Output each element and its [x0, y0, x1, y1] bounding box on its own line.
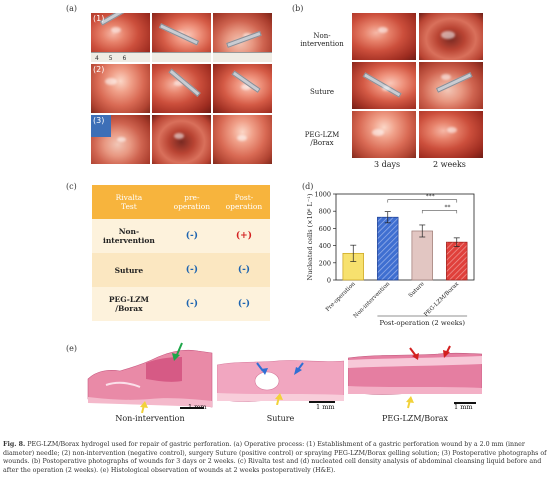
photo-b-3-1	[352, 111, 416, 158]
row-label-suture: Suture	[309, 88, 335, 96]
histology-peg-lzm-borax	[348, 345, 482, 409]
row-label-peg-lzm-borax: PEG-LZM/Borax	[304, 131, 340, 147]
panel-label-c: (c)	[66, 182, 77, 191]
col-label-2-weeks: 2 weeks	[433, 160, 466, 169]
col-label-3-days: 3 days	[374, 160, 401, 169]
panel-label-e: (e)	[66, 344, 77, 353]
header-pre-operation: pre-operation	[165, 185, 218, 219]
bar-3	[446, 241, 468, 281]
yellow-arrow-icon	[140, 401, 148, 408]
y-tick-label: 400	[319, 242, 331, 250]
bar-1	[377, 216, 399, 281]
header-post-operation: Post-operation	[217, 185, 270, 219]
significance-label: **	[445, 204, 451, 211]
row-tag-2: (2)	[93, 65, 105, 74]
blue-arrow-icon	[294, 367, 302, 375]
panel-label-b: (b)	[292, 4, 304, 13]
y-tick-label: 600	[319, 225, 331, 233]
photo-a-2-1: (2)	[91, 64, 150, 113]
yellow-arrow-icon	[406, 396, 414, 403]
histology-label-non-intervention: Non-intervention	[115, 414, 185, 423]
photo-a-1-3	[213, 13, 272, 62]
result-post: (+)	[235, 231, 252, 241]
x-category-label: PEG-LZM/Borax	[423, 281, 460, 318]
panel-label-a: (a)	[66, 4, 78, 13]
caption-lead: Fig. 8.	[3, 441, 26, 448]
caption-text: PEG-LZM/Borax hydrogel used for repair o…	[3, 441, 547, 474]
panel-b-photo-grid	[352, 13, 483, 158]
figure-caption: Fig. 8. PEG-LZM/Borax hydrogel used for …	[3, 441, 551, 475]
row-name-suture: Suture	[92, 253, 166, 287]
table-row: Non-intervention (-) (+)	[92, 219, 270, 253]
photo-a-3-3	[213, 115, 272, 164]
row-tag-1: (1)	[93, 14, 105, 23]
row-name-peg-lzm-borax: PEG-LZM/Borax	[92, 287, 166, 321]
rivalta-table: Rivalta Test pre-operation Post-operation…	[92, 185, 270, 321]
red-arrow-icon	[443, 350, 450, 358]
x-category-label: Non-intervention	[353, 281, 392, 320]
table-row: PEG-LZM/Borax (-) (-)	[92, 287, 270, 321]
bar-2	[411, 230, 433, 281]
histology-non-intervention	[87, 342, 213, 413]
row-label-non-intervention: Non-intervention	[300, 32, 344, 48]
photo-a-3-2	[152, 115, 211, 164]
green-arrow-icon	[172, 353, 180, 361]
photo-b-1-1	[352, 13, 416, 60]
scale-bar-label-1: 1 mm	[188, 403, 207, 411]
scale-bar-label-3: 1 mm	[454, 403, 473, 411]
significance-label: ***	[426, 193, 435, 200]
y-tick-label: 0	[327, 277, 331, 285]
table-row: Suture (-) (-)	[92, 253, 270, 287]
histology-label-peg-lzm-borax: PEG-LZM/Borax	[381, 414, 449, 423]
photo-a-2-3	[213, 64, 272, 113]
result-post: (-)	[237, 299, 251, 309]
panel-label-d: (d)	[302, 182, 314, 191]
row-name-non-intervention: Non-intervention	[92, 219, 166, 253]
x-category-label: Pre-operation	[325, 281, 357, 313]
photo-a-3-1: (3)	[91, 115, 150, 164]
histology-suture	[217, 360, 344, 405]
plot-frame	[335, 193, 475, 281]
blue-arrow-icon	[261, 368, 268, 375]
panel-a-photo-grid: 4 5 6 (1) (2) (3)	[91, 13, 272, 164]
result-pre: (-)	[185, 299, 198, 309]
result-pre: (-)	[185, 265, 198, 275]
photo-a-1-1: 4 5 6 (1)	[91, 13, 150, 62]
x-category-label: Suture	[408, 281, 426, 299]
x-axis-label: Post-operation (2 weeks)	[380, 319, 466, 327]
y-tick-label: 800	[319, 208, 331, 216]
y-tick-label: 200	[319, 259, 331, 267]
photo-a-1-2	[152, 13, 211, 62]
result-post: (-)	[237, 265, 251, 275]
y-axis-label: Nucleated cells (×10⁶ L⁻¹)	[306, 193, 314, 280]
header-rivalta-test: Rivalta Test	[92, 185, 166, 219]
photo-b-2-1	[352, 62, 416, 109]
histology-label-suture: Suture	[266, 414, 295, 423]
photo-b-1-2	[419, 13, 483, 60]
red-arrow-icon	[412, 353, 419, 360]
result-pre: (-)	[185, 231, 198, 241]
photo-a-2-2	[152, 64, 211, 113]
row-tag-3: (3)	[93, 116, 105, 125]
scale-bar-label-2: 1 mm	[316, 403, 335, 411]
y-tick-label: 1000	[314, 191, 331, 199]
photo-b-3-2	[419, 111, 483, 158]
yellow-arrow-icon	[275, 393, 283, 400]
photo-b-2-2	[419, 62, 483, 109]
